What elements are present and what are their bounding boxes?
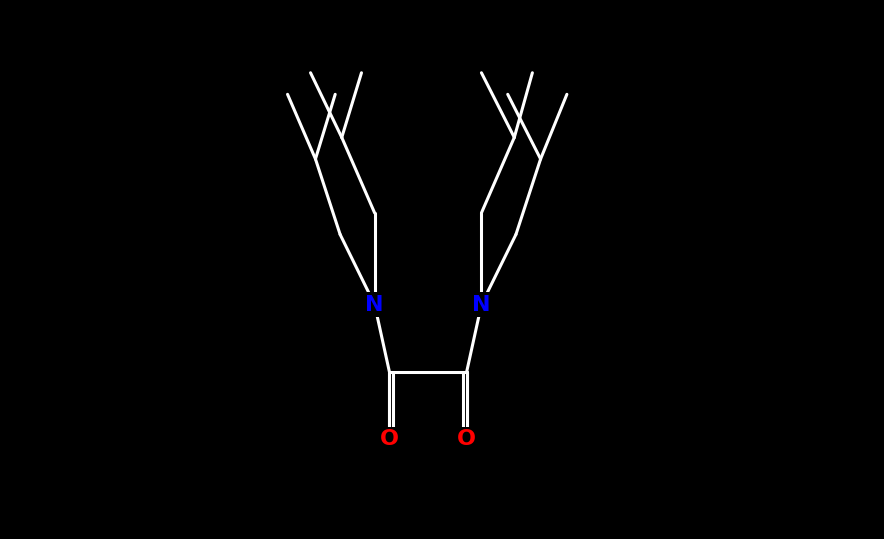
Text: N: N (365, 294, 384, 315)
Text: O: O (457, 429, 476, 450)
Text: N: N (472, 294, 491, 315)
Text: O: O (380, 429, 399, 450)
